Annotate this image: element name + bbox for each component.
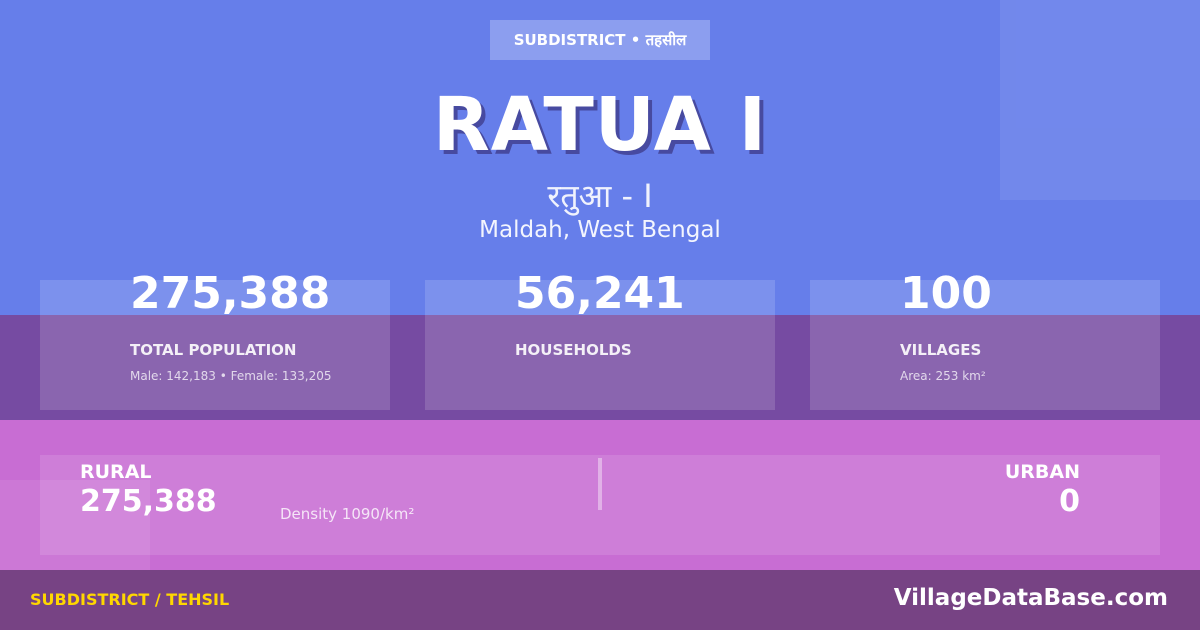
stat-value: 275,388 xyxy=(130,268,331,319)
footer xyxy=(0,570,1200,630)
stat-label: HOUSEHOLDS xyxy=(515,341,632,359)
stat-value: 100 xyxy=(900,268,992,319)
divider xyxy=(598,458,602,510)
footer-category: SUBDISTRICT / TEHSIL xyxy=(30,590,230,609)
stat-label: TOTAL POPULATION xyxy=(130,341,297,359)
type-badge: SUBDISTRICT • तहसील xyxy=(490,20,710,60)
stat-card-population: 275,388 TOTAL POPULATION Male: 142,183 •… xyxy=(40,268,390,410)
stat-card-households: 56,241 HOUSEHOLDS xyxy=(425,268,775,410)
location: Maldah, West Bengal xyxy=(479,217,721,243)
rural-value: 275,388 xyxy=(80,484,217,519)
stats-band xyxy=(0,315,1200,420)
hindi-name: रतुआ - I xyxy=(547,177,653,215)
stat-value: 56,241 xyxy=(515,268,685,319)
site-brand[interactable]: VillageDataBase.com xyxy=(893,585,1168,611)
urban-value: 0 xyxy=(1059,484,1080,519)
rural-label: RURAL xyxy=(80,461,152,483)
stat-label: VILLAGES xyxy=(900,341,982,359)
stat-card-villages: 100 VILLAGES Area: 253 km² xyxy=(810,268,1160,410)
decorative-square xyxy=(1000,0,1200,200)
rural-urban-band xyxy=(0,420,1200,570)
header-background xyxy=(0,0,1200,315)
stat-sub: Male: 142,183 • Female: 133,205 xyxy=(130,369,332,383)
rural-urban-panel xyxy=(40,455,1160,555)
urban-label: URBAN xyxy=(1004,461,1080,483)
page-title: RATUA I xyxy=(432,82,768,168)
stat-sub: Area: 253 km² xyxy=(900,369,986,383)
density: Density 1090/km² xyxy=(280,505,415,523)
